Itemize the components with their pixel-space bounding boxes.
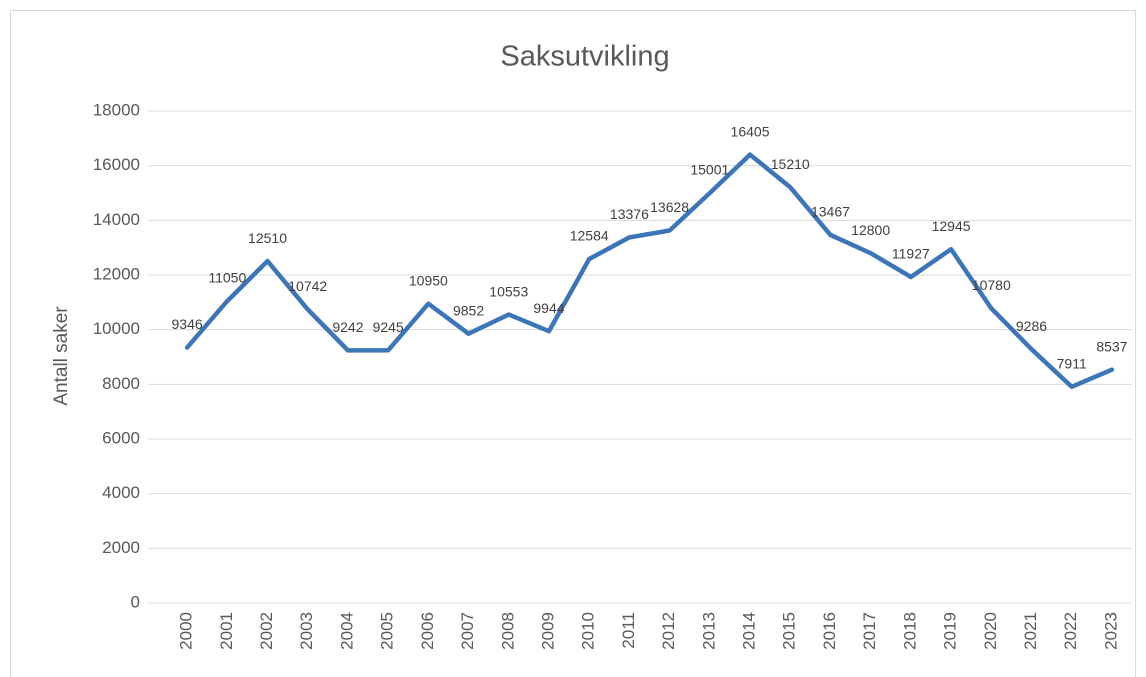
value-label: 9852 — [453, 302, 484, 318]
value-label: 13376 — [610, 206, 649, 222]
value-label: 12945 — [932, 218, 971, 234]
y-tick-label: 0 — [131, 592, 140, 611]
x-tick-label: 2011 — [619, 612, 638, 649]
x-tick-label: 2019 — [941, 612, 960, 650]
x-tick-label: 2020 — [981, 612, 1000, 650]
value-label: 9346 — [172, 316, 203, 332]
y-axis-label: Antall saker — [51, 306, 72, 406]
value-label: 9242 — [332, 319, 363, 335]
value-label: 11050 — [208, 270, 246, 286]
value-label: 10553 — [489, 283, 528, 299]
value-label: 12800 — [851, 222, 890, 238]
x-tick-label: 2005 — [378, 612, 397, 650]
x-tick-label: 2018 — [900, 612, 919, 650]
value-label: 10780 — [972, 277, 1011, 293]
value-label: 15210 — [771, 156, 810, 172]
x-tick-label: 2007 — [458, 612, 477, 650]
x-tick-label: 2006 — [418, 612, 437, 650]
value-label: 9245 — [373, 319, 404, 335]
y-tick-label: 14000 — [93, 210, 140, 229]
value-label: 15001 — [690, 162, 729, 178]
value-label: 12584 — [570, 228, 609, 244]
y-tick-label: 4000 — [102, 483, 140, 502]
value-label: 10742 — [288, 278, 327, 294]
x-tick-label: 2004 — [337, 612, 356, 650]
value-label: 16405 — [731, 123, 770, 139]
x-tick-label: 2022 — [1061, 612, 1080, 650]
y-tick-label: 6000 — [102, 428, 140, 447]
value-label: 9286 — [1016, 318, 1047, 334]
value-label: 7911 — [1057, 355, 1087, 371]
y-tick-label: 8000 — [102, 374, 140, 393]
chart-border — [10, 10, 1136, 677]
x-tick-label: 2010 — [579, 612, 598, 650]
x-tick-label: 2013 — [699, 612, 718, 650]
chart-title: Saksutvikling — [500, 41, 669, 73]
value-label: 9944 — [533, 300, 564, 316]
value-label: 12510 — [248, 230, 287, 246]
x-tick-label: 2002 — [257, 612, 276, 650]
x-tick-label: 2014 — [740, 612, 759, 650]
value-label: 11927 — [892, 246, 930, 262]
x-tick-label: 2003 — [297, 612, 316, 650]
x-tick-label: 2017 — [860, 612, 879, 650]
x-tick-label: 2008 — [498, 612, 517, 650]
y-tick-label: 2000 — [102, 538, 140, 557]
x-tick-label: 2000 — [177, 612, 196, 650]
y-tick-label: 12000 — [93, 264, 140, 283]
value-label: 8537 — [1096, 338, 1127, 354]
x-tick-label: 2015 — [780, 612, 799, 650]
y-tick-label: 16000 — [93, 155, 140, 174]
x-tick-label: 2016 — [820, 612, 839, 650]
x-tick-label: 2021 — [1021, 612, 1040, 650]
x-tick-label: 2001 — [217, 612, 236, 650]
y-tick-label: 10000 — [93, 319, 140, 338]
x-tick-label: 2012 — [659, 612, 678, 650]
x-tick-label: 2023 — [1101, 612, 1120, 650]
y-tick-label: 18000 — [93, 100, 140, 119]
value-label: 13467 — [811, 204, 850, 220]
value-label: 13628 — [650, 199, 689, 215]
data-line — [184, 152, 1115, 390]
value-label: 10950 — [409, 272, 448, 288]
x-tick-label: 2009 — [538, 612, 557, 650]
